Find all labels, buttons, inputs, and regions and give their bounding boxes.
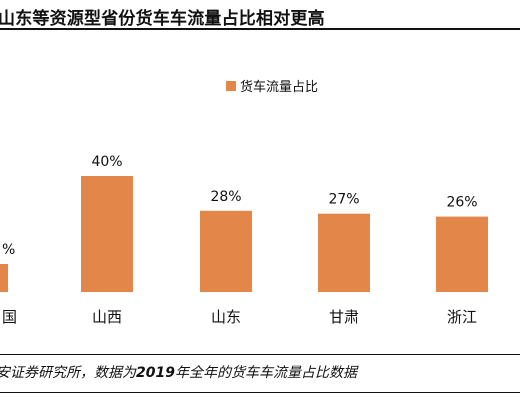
value-label-5: 26% [446, 195, 477, 211]
chart-area: % 国 40% 山西 28% 山东 27% 甘肃 26% 浙江 货车流量占比 [0, 30, 520, 352]
legend-label: 货车流量占比 [240, 79, 318, 95]
category-label-4: 甘肃 [329, 308, 359, 326]
category-label-1: 国 [2, 308, 17, 326]
source-year: 2019 [136, 365, 175, 381]
value-label-1: % [2, 242, 15, 258]
source-prefix: 安证券研究所，数据为 [0, 365, 136, 381]
source-note: 安证券研究所，数据为2019年全年的货车车流量占比数据 [0, 362, 357, 382]
bar-3 [200, 210, 252, 292]
bar-5 [436, 216, 488, 292]
bar-chart: % 国 40% 山西 28% 山东 27% 甘肃 26% 浙江 货车流量占比 [0, 79, 488, 326]
category-label-5: 浙江 [447, 308, 477, 326]
title-bar: 山东等资源型省份货车车流量占比相对更高 [0, 0, 520, 30]
footer-divider [0, 354, 520, 355]
source-suffix: 年全年的货车车流量占比数据 [174, 365, 357, 381]
bar-4 [318, 213, 370, 292]
legend-swatch [226, 81, 236, 91]
chart-title: 山东等资源型省份货车车流量占比相对更高 [0, 9, 325, 29]
bottom-divider [0, 392, 520, 393]
bar-1 [0, 264, 8, 292]
value-label-2: 40% [91, 154, 122, 170]
value-label-4: 27% [328, 192, 359, 208]
category-label-2: 山西 [92, 308, 122, 326]
category-label-3: 山东 [211, 308, 241, 326]
value-label-3: 28% [210, 189, 241, 205]
bar-2 [81, 176, 133, 292]
